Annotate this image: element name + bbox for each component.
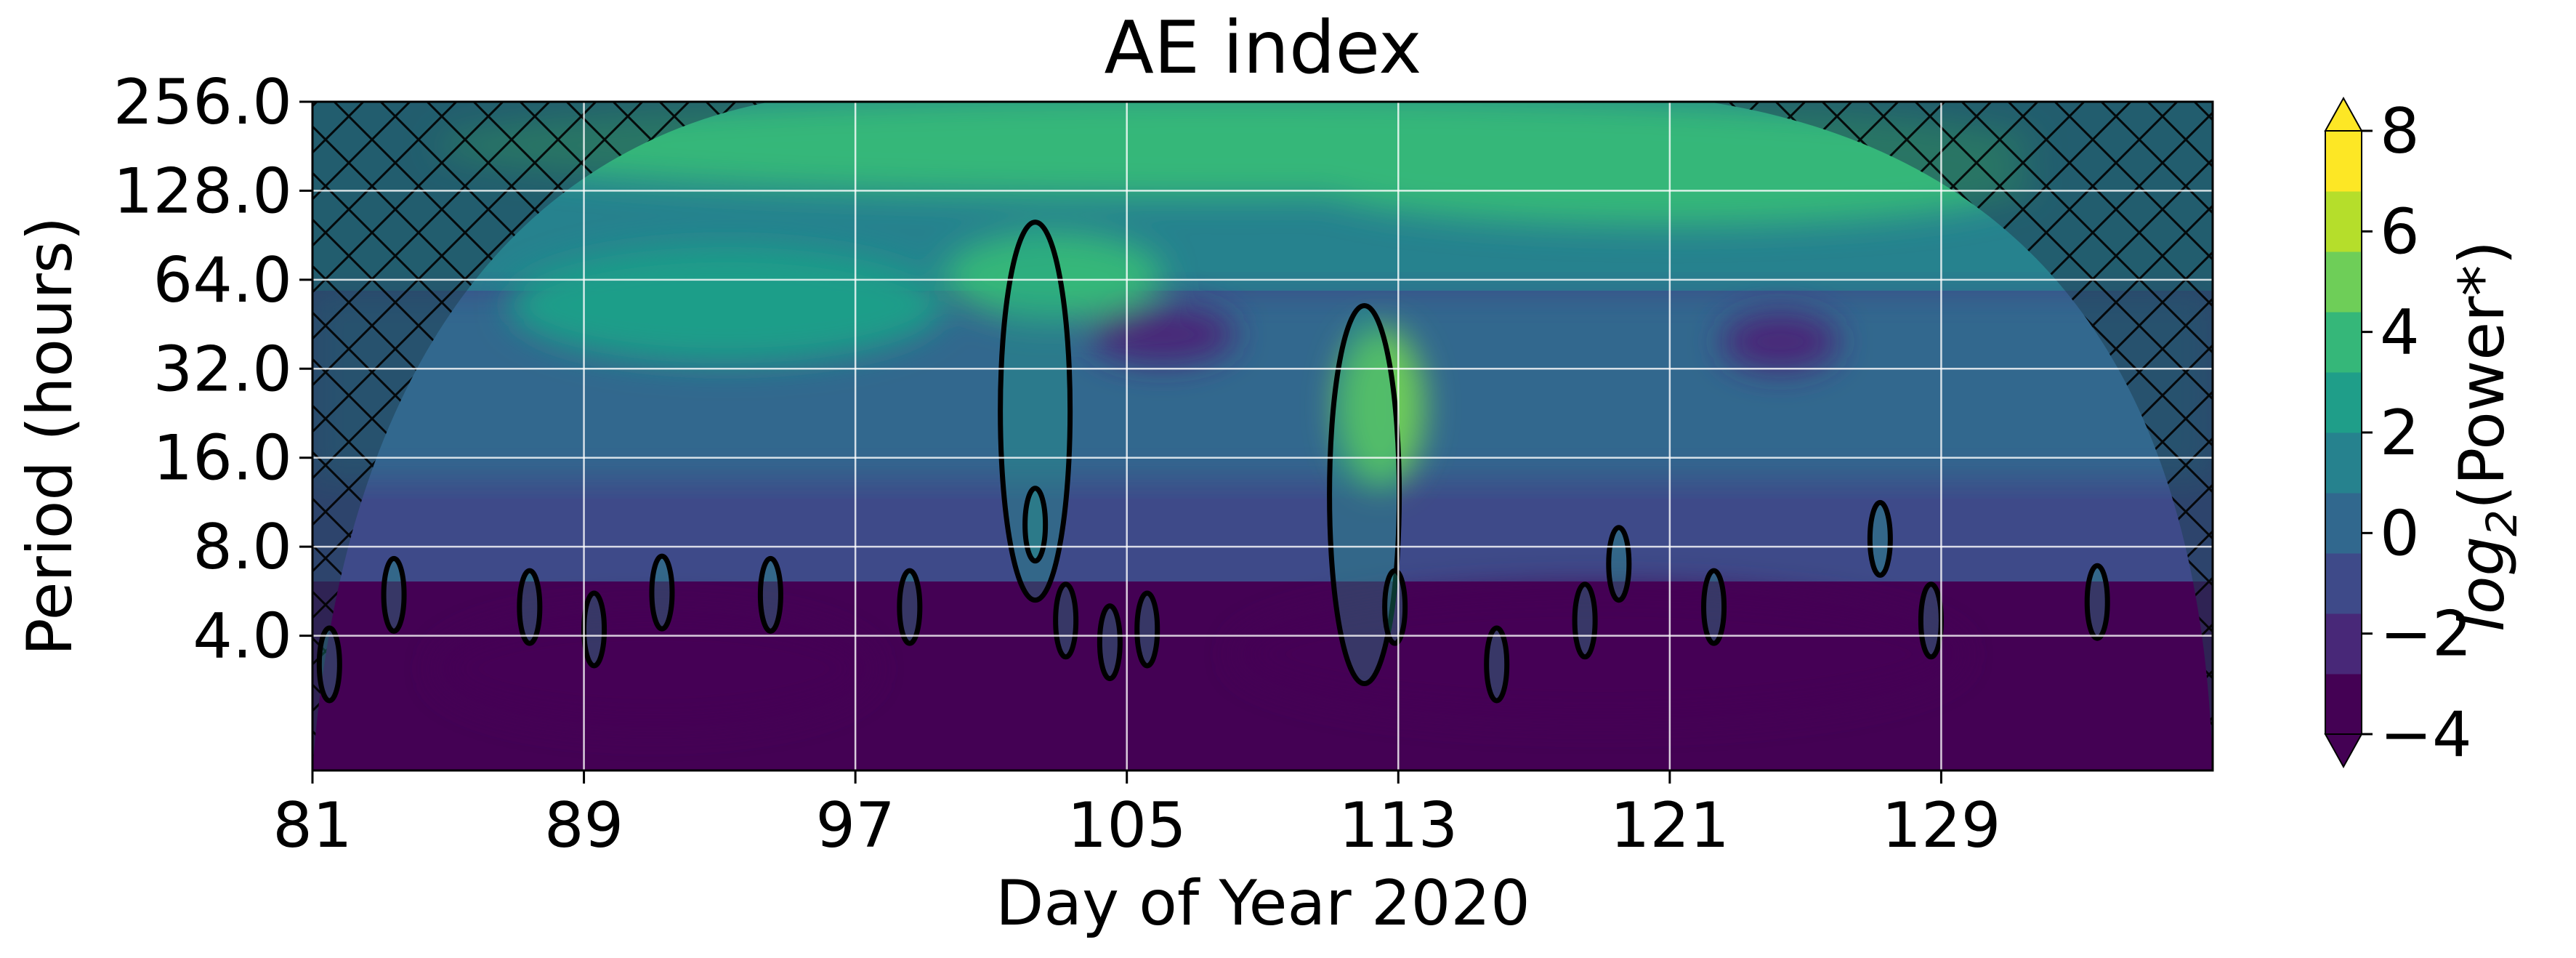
x-tick-label: 105 [1067, 789, 1187, 862]
power-blob-upper [1308, 138, 2035, 225]
power-blob-dark1 [1090, 305, 1235, 363]
colorbar-segment [2325, 432, 2362, 494]
x-tick-label: 129 [1881, 789, 2000, 862]
x-tick-label: 89 [544, 789, 623, 862]
power-blob-low2 [1235, 589, 1962, 720]
colorbar-segment [2325, 312, 2362, 373]
significance-contour [316, 625, 342, 704]
coi-hatch [312, 102, 2213, 770]
y-tick-label: 128.0 [113, 155, 292, 228]
significance-contour [649, 553, 675, 632]
power-blob-low1 [436, 611, 872, 727]
significance-contour [1484, 625, 1510, 704]
power-blob-peak [1337, 327, 1424, 487]
colorbar-tick-label: 8 [2380, 95, 2420, 168]
y-axis: 4.0 8.0 16.0 32.0 64.0 128.0 256.0 [113, 66, 312, 673]
x-tick-label: 97 [815, 789, 895, 862]
colorbar-segment [2325, 553, 2362, 614]
significance-contour [1022, 486, 1049, 564]
y-tick-label: 8.0 [193, 511, 292, 584]
y-tick-label: 16.0 [153, 422, 292, 495]
significance-contour [581, 590, 607, 669]
significance-contour [1572, 581, 1598, 660]
y-tick-label: 4.0 [193, 600, 292, 673]
significance-contour [2084, 563, 2110, 641]
x-tick-label: 81 [272, 789, 352, 862]
colorbar-tick-label: 2 [2380, 397, 2420, 470]
colorbar-segment [2325, 251, 2362, 313]
significance-contour [1327, 303, 1402, 687]
y-tick-label: 256.0 [113, 66, 292, 139]
significance-contour [517, 568, 543, 646]
axes-frame [311, 100, 2214, 772]
significance-contour [998, 220, 1073, 603]
colorbar-segment [2325, 493, 2362, 554]
x-tick-label: 121 [1610, 789, 1729, 862]
colorbar-label: log2(Power*) [2446, 241, 2527, 632]
gridlines [312, 102, 2213, 770]
colorbar: −4 −2 0 2 4 6 8 [2324, 95, 2472, 771]
significance-contour [757, 555, 783, 634]
x-axis-label: Day of Year 2020 [996, 867, 1530, 940]
significance-contour [897, 568, 923, 646]
power-blob-left [509, 247, 945, 363]
significance-contour [381, 555, 407, 634]
power-blob-center [945, 233, 1163, 320]
y-tick-label: 64.0 [153, 244, 292, 317]
significance-contour [1918, 581, 1944, 660]
x-axis: 81 89 97 105 113 121 129 [272, 770, 2001, 862]
y-tick-label: 32.0 [153, 333, 292, 406]
colorbar-tick-label: −4 [2380, 699, 2472, 771]
chart-title: AE index [1105, 5, 1422, 90]
significance-contour [1867, 499, 1893, 578]
colorbar-extend-max [2324, 96, 2363, 132]
significance-contour [1701, 568, 1727, 646]
y-axis-label: Period (hours) [14, 217, 86, 656]
colorbar-tick-label: −2 [2380, 598, 2472, 671]
scalogram [312, 102, 2213, 770]
colorbar-segment [2325, 613, 2362, 675]
colorbar-segment [2325, 191, 2362, 252]
colorbar-tick-label: 4 [2380, 297, 2420, 369]
significance-contour [1606, 525, 1632, 603]
colorbar-label-log: log [2446, 536, 2519, 632]
colorbar-tick-label: 6 [2380, 196, 2420, 268]
significance-contours [316, 220, 2110, 704]
x-tick-label: 113 [1339, 789, 1458, 862]
colorbar-label-rest: (Power*) [2446, 241, 2519, 510]
colorbar-tick-label: 0 [2380, 497, 2420, 570]
colorbar-segment [2325, 131, 2362, 192]
colorbar-segment [2325, 372, 2362, 433]
colorbar-segment [2325, 674, 2362, 735]
significance-contour [1053, 581, 1079, 660]
colorbar-extend-min [2324, 733, 2363, 769]
significance-contour [1382, 568, 1408, 646]
colorbar-label-base: 2 [2477, 510, 2527, 536]
significance-contour [1134, 590, 1160, 669]
power-blob-dark2 [1722, 313, 1838, 371]
significance-contour [1097, 603, 1123, 682]
